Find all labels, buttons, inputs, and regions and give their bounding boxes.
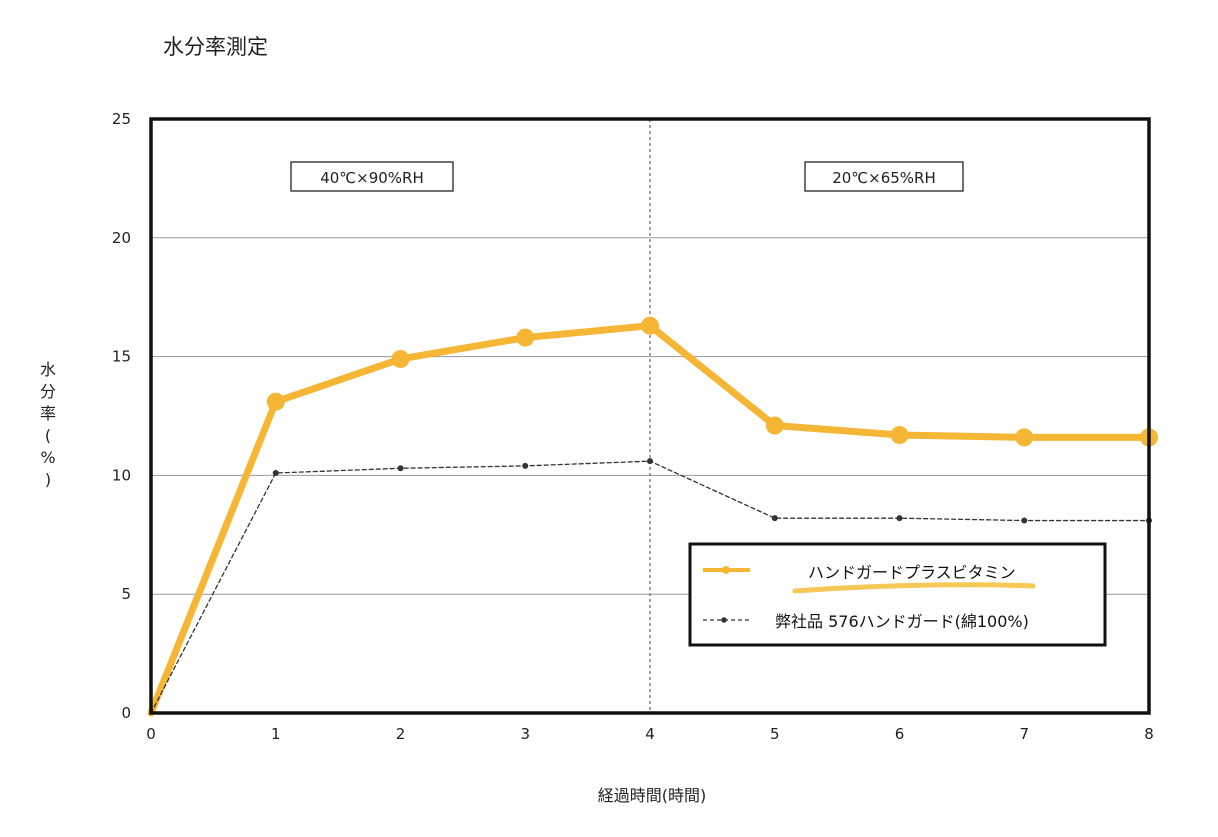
legend-swatch-marker-2: [721, 617, 727, 623]
plot-frame: [149, 117, 1151, 715]
legend-highlight-stroke: [792, 582, 1036, 594]
x-tick-label-5: 5: [770, 725, 780, 743]
series-2-point-6: [896, 515, 903, 522]
y-tick-label-20: 20: [112, 229, 131, 247]
x-tick-label-3: 3: [520, 725, 530, 743]
y-tick-label-15: 15: [112, 348, 131, 366]
legend-label-2: 弊社品 576ハンドガード(綿100%): [775, 612, 1029, 631]
y-tick-label-0: 0: [121, 704, 131, 722]
series-2-point-4: [647, 458, 653, 465]
condition-box-1-frame: [290, 161, 454, 192]
x-axis-label: 経過時間(時間): [598, 786, 707, 805]
x-tick-label-8: 8: [1144, 725, 1154, 743]
y-tick-labels: 0 5 10 15 20 25: [112, 110, 131, 722]
series-2-point-7: [1021, 517, 1028, 524]
series-2-point-3: [522, 462, 529, 469]
y-tick-label-5: 5: [121, 585, 131, 603]
x-tick-label-4: 4: [645, 725, 655, 743]
series-1-point-7: [1015, 428, 1034, 447]
x-tick-label-6: 6: [895, 725, 905, 743]
condition-box-1: 40℃×90%RH: [290, 161, 454, 192]
series-1-point-6: [890, 426, 909, 445]
condition-label-1: 40℃×90%RH: [320, 169, 424, 187]
x-tick-label-1: 1: [271, 725, 281, 743]
legend-label-1: ハンドガードプラスビタミン: [808, 563, 1016, 582]
series-layer: [147, 316, 1158, 717]
series-1-point-2: [391, 349, 410, 368]
condition-label-2: 20℃×65%RH: [832, 169, 936, 187]
x-tick-labels: 0 1 2 3 4 5 6 7 8: [146, 725, 1154, 743]
condition-box-2-frame: [804, 161, 964, 192]
x-tick-label-2: 2: [396, 725, 406, 743]
y-axis-label: 水分率(%): [40, 360, 56, 489]
chart-title: 水分率測定: [163, 35, 268, 59]
x-tick-label-0: 0: [146, 725, 156, 743]
condition-box-2: 20℃×65%RH: [804, 161, 964, 192]
y-tick-label-10: 10: [112, 466, 131, 484]
series-2-point-5: [771, 515, 778, 522]
series-1-point-5: [765, 416, 784, 435]
legend: ハンドガードプラスビタミン 弊社品 576ハンドガード(綿100%): [688, 542, 1107, 647]
series-1-point-3: [516, 328, 535, 347]
legend-swatch-marker-1: [722, 566, 730, 574]
series-2-point-2: [397, 465, 404, 472]
series-1-point-4: [641, 316, 659, 335]
legend-frame: [688, 542, 1107, 647]
series-2-point-1: [272, 470, 279, 477]
y-tick-label-25: 25: [112, 110, 131, 128]
x-tick-label-7: 7: [1019, 725, 1029, 743]
series-1-point-1: [266, 392, 285, 411]
